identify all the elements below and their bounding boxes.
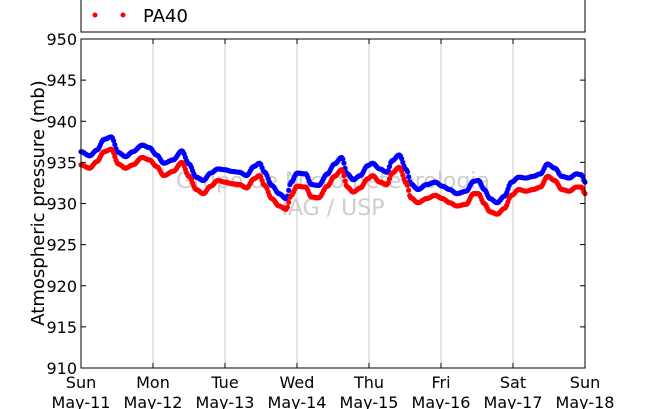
x-axis: SunMay-11MonMay-12TueMay-13WedMay-14ThuM… [52, 39, 615, 409]
x-tick-label-date: May-15 [340, 393, 399, 409]
data-point [404, 169, 411, 175]
y-tick-label: 935 [46, 153, 77, 172]
data-point [342, 178, 348, 184]
x-tick-label-date: May-11 [52, 393, 111, 409]
legend-box [80, 0, 586, 33]
y-tick-label: 910 [46, 359, 77, 378]
data-point [341, 160, 347, 166]
series-unnamed-0 [78, 134, 588, 206]
plot-area [81, 39, 585, 368]
data-point [340, 156, 346, 162]
data-point [385, 167, 391, 174]
y-axis-label: Atmospheric pressure (mb) [28, 80, 49, 325]
x-tick-label-date: May-14 [268, 393, 327, 409]
data-point [386, 176, 393, 182]
y-tick-label: 925 [46, 236, 77, 255]
x-tick-label-day: Sat [500, 373, 526, 392]
watermark-text: IAG / USP [282, 196, 385, 221]
data-point [286, 187, 292, 193]
grid-lines [152, 39, 514, 368]
y-tick-label: 945 [46, 71, 77, 90]
data-point [386, 163, 393, 170]
data-point [284, 204, 291, 210]
data-point [385, 180, 391, 186]
x-tick-label-date: May-13 [196, 393, 255, 409]
x-tick-label-day: Wed [280, 373, 315, 392]
y-tick-label: 950 [46, 30, 77, 49]
data-point [406, 187, 412, 193]
data-point [112, 142, 118, 148]
x-tick-label-day: Fri [431, 373, 450, 392]
x-tick-label-date: May-16 [412, 393, 471, 409]
data-point [340, 168, 346, 175]
series-layer [78, 134, 588, 217]
data-point [404, 182, 411, 188]
x-tick-label-day: Mon [136, 373, 170, 392]
legend-marker [92, 12, 98, 18]
data-point [399, 168, 405, 174]
legend-marker [120, 12, 126, 18]
y-tick-label: 940 [46, 112, 77, 131]
data-point [341, 173, 347, 179]
x-tick-label-day: Thu [353, 373, 384, 392]
x-tick-label-day: Sun [570, 373, 600, 392]
x-tick-label-day: Sun [66, 373, 96, 392]
y-tick-label: 915 [46, 318, 77, 337]
data-point [400, 172, 406, 178]
x-tick-label-date: May-17 [484, 393, 543, 409]
data-point [406, 174, 412, 180]
legend-label: PA40 [143, 6, 188, 27]
y-tick-label: 920 [46, 277, 77, 296]
legend: PA40 [92, 6, 188, 27]
data-point [111, 138, 117, 144]
y-axis: 910 915 920 925 930 935 940 945 950 [46, 30, 585, 378]
x-tick-label-date: May-12 [124, 393, 183, 409]
series-pa40 [78, 146, 588, 217]
x-tick-label-date: May-18 [556, 393, 615, 409]
y-tick-label: 930 [46, 195, 77, 214]
x-tick-label-day: Tue [210, 373, 238, 392]
data-point [286, 199, 292, 205]
